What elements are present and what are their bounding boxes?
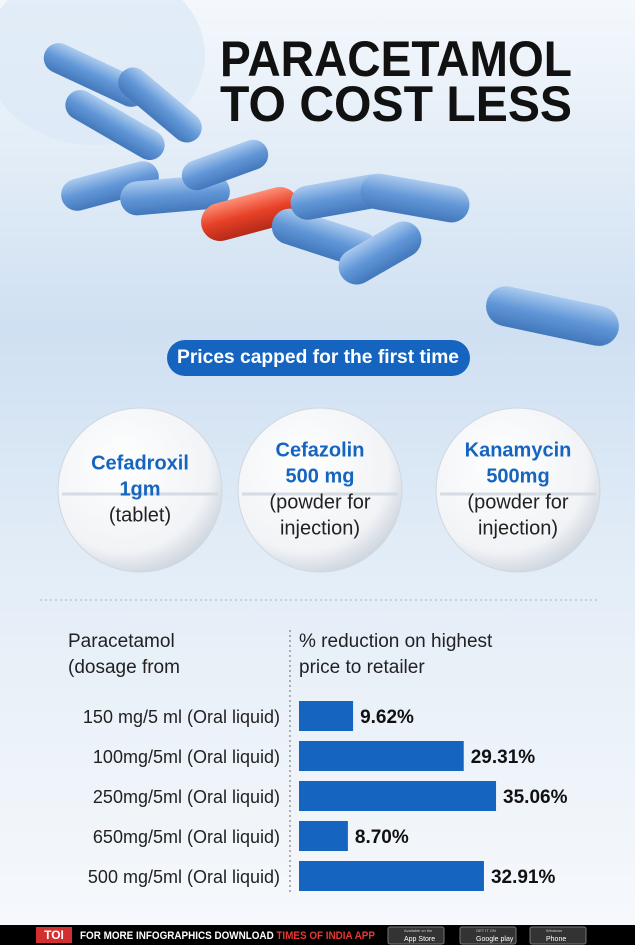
drug-name: 500mg [486, 465, 549, 487]
category-label: 100mg/5ml (Oral liquid) [93, 747, 280, 767]
bar [299, 821, 348, 851]
drug-form: (powder for [467, 491, 568, 513]
badge-small: Windows [546, 928, 562, 933]
value-header: price to retailer [299, 657, 425, 678]
store-badge [387, 926, 445, 945]
title: PARACETAMOL [220, 31, 572, 87]
tablet [57, 407, 223, 573]
footer-app: TIMES OF INDIA APP [276, 930, 375, 942]
value-label: 8.70% [355, 827, 409, 848]
banner-pill [167, 340, 470, 376]
drug-name: Cefadroxil [91, 452, 189, 474]
footer-cta: FOR MORE INFOGRAPHICS DOWNLOAD [80, 930, 274, 942]
value-label: 32.91% [491, 867, 556, 888]
badge-small: Available on the [404, 928, 433, 933]
drug-name: Cefazolin [276, 439, 365, 461]
badge-big: Google play [476, 936, 514, 943]
banner-text: Prices capped for the first time [177, 347, 459, 368]
tablet [237, 407, 403, 573]
drug-form: (tablet) [109, 504, 171, 526]
bar [299, 781, 497, 811]
value-label: 29.31% [471, 747, 536, 768]
drug-name: 1gm [119, 478, 160, 500]
value-label: 35.06% [503, 787, 568, 808]
badge-small: GET IT ON [476, 928, 496, 933]
bar [299, 741, 464, 771]
bar [299, 861, 484, 891]
value-header: % reduction on highest [299, 631, 493, 652]
toi-logo [36, 927, 72, 943]
store-badge [459, 926, 517, 945]
badge-big: App Store [404, 936, 435, 943]
title: TO COST LESS [220, 76, 572, 132]
category-label: 650mg/5ml (Oral liquid) [93, 827, 280, 847]
badge-big: Phone [546, 936, 566, 943]
drug-name: Kanamycin [465, 439, 572, 461]
category-header: (dosage from [68, 657, 180, 678]
category-label: 250mg/5ml (Oral liquid) [93, 787, 280, 807]
store-badge [529, 926, 587, 945]
capsules-decoration [0, 0, 619, 346]
category-label: 150 mg/5 ml (Oral liquid) [83, 707, 280, 727]
footer-brand: TOI [44, 928, 64, 942]
drug-form: injection) [478, 517, 558, 539]
category-header: Paracetamol [68, 631, 175, 652]
drug-name: 500 mg [286, 465, 355, 487]
drug-form: (powder for [269, 491, 370, 513]
tablet [435, 407, 601, 573]
drug-form: injection) [280, 517, 360, 539]
footer-text: FOR MORE INFOGRAPHICS DOWNLOADTIMES OF I… [80, 930, 375, 942]
category-label: 500 mg/5ml (Oral liquid) [88, 867, 280, 887]
value-label: 9.62% [360, 707, 414, 728]
bar [299, 701, 354, 731]
